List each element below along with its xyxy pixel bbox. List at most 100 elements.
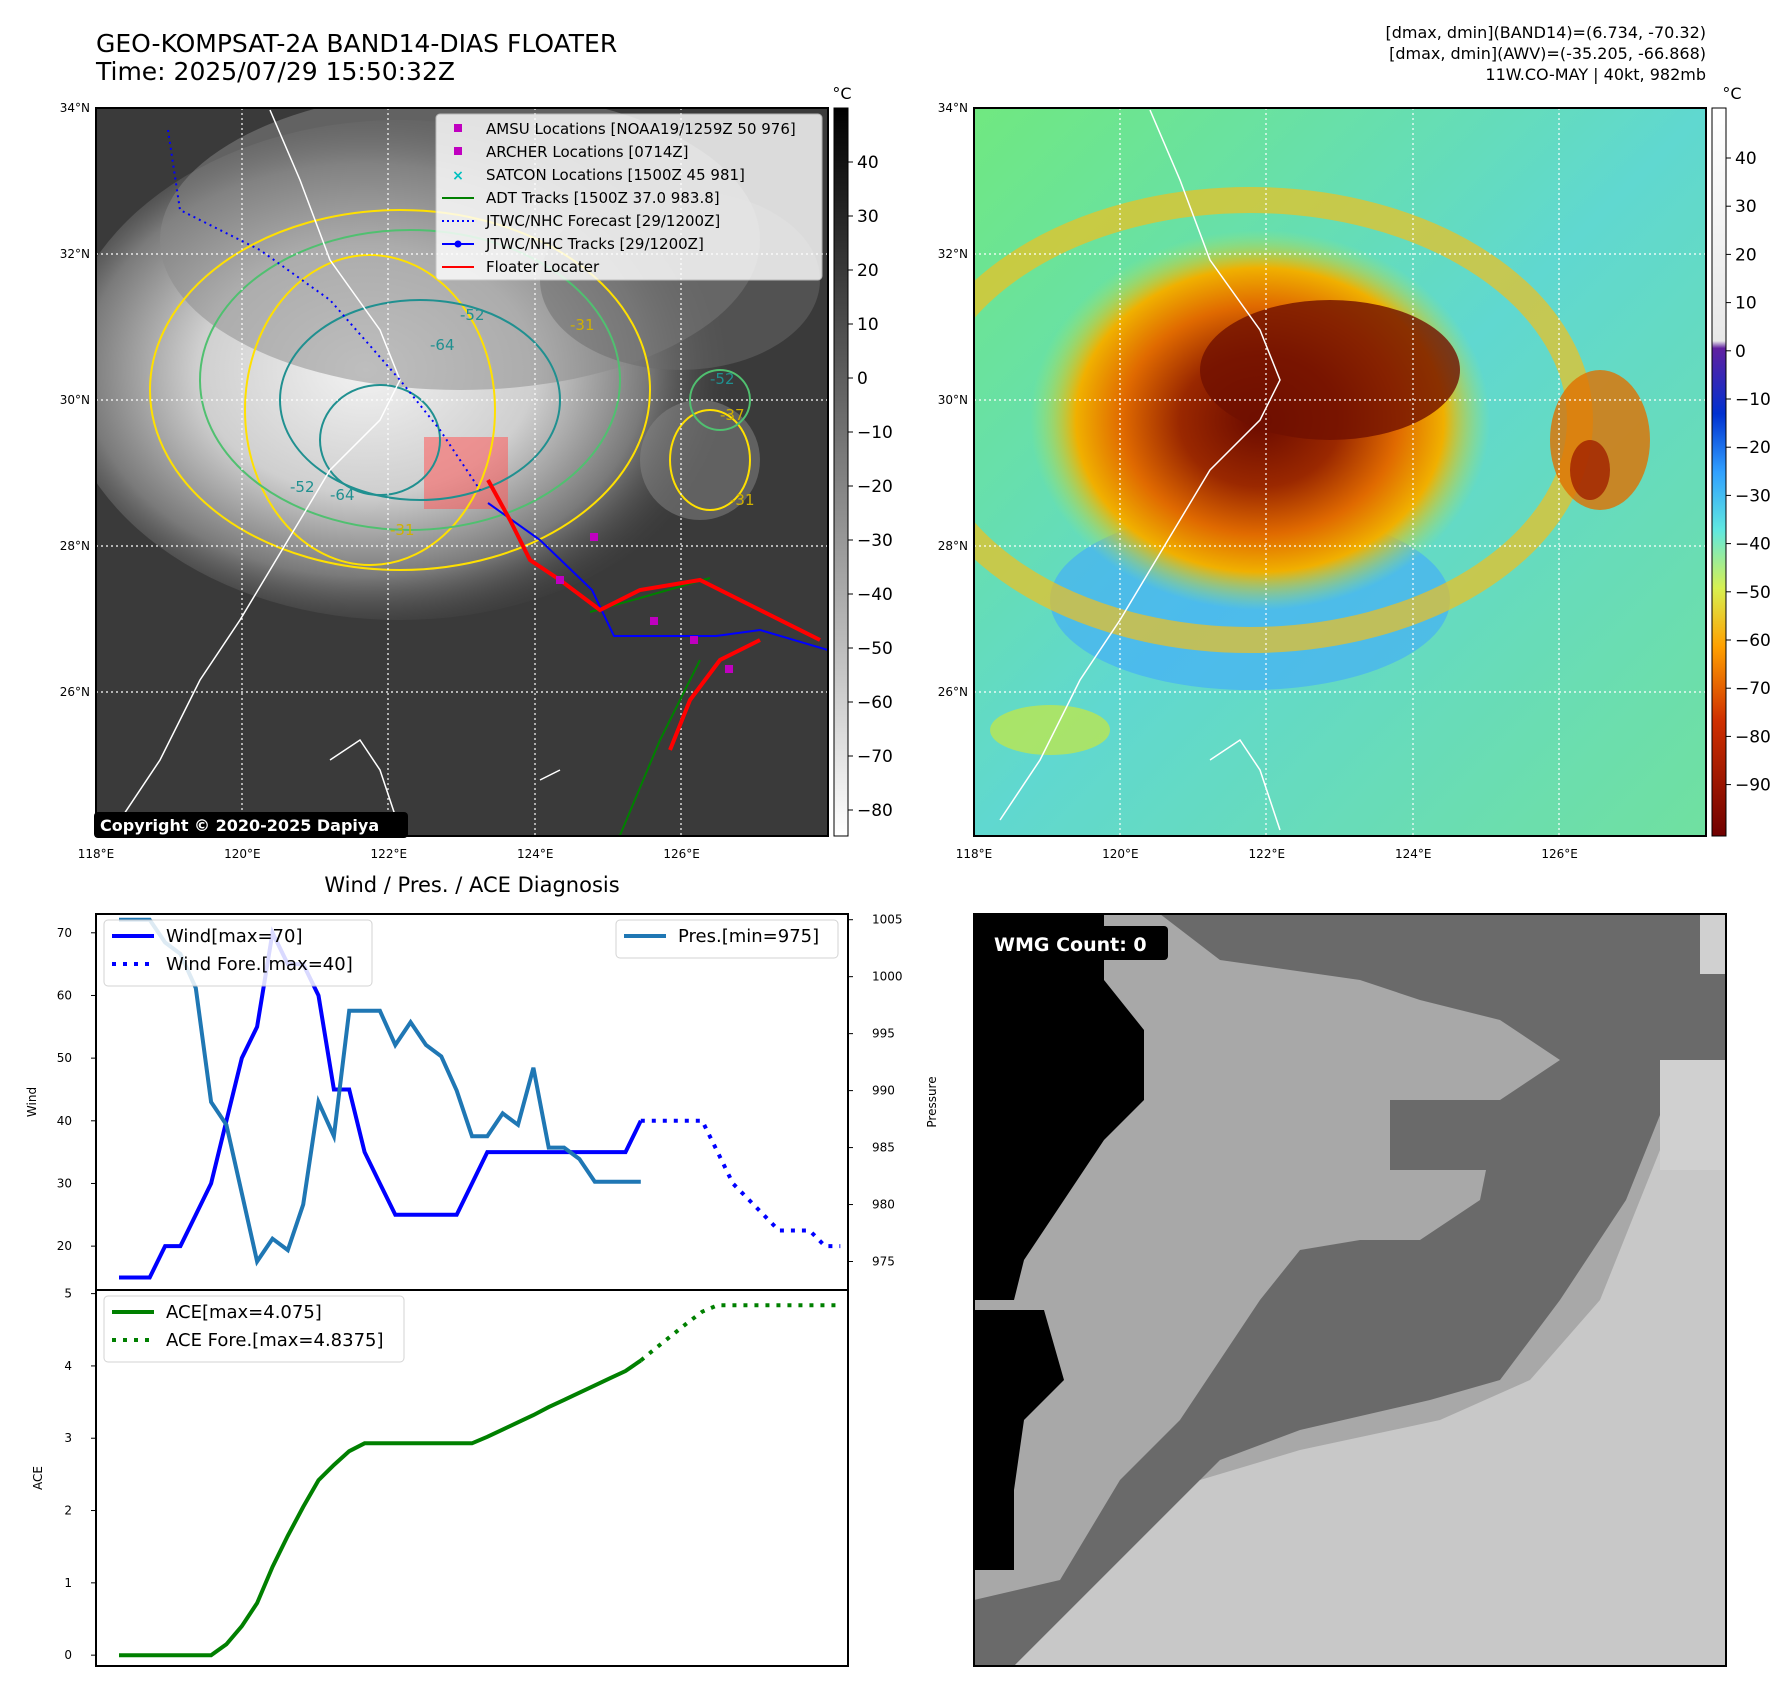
ir-contour-label-group: -31 -52 -64 -52 -64 -31 -52 -37 -31 <box>290 306 755 539</box>
lon-label: 122°E <box>1249 847 1286 861</box>
ir-contour-green <box>199 229 621 531</box>
copyright-text: Copyright © 2020-2025 Dapiya <box>100 816 379 835</box>
copyright-badge <box>94 812 408 838</box>
wv-colorbar <box>1711 107 1727 837</box>
wind-legend: Wind[max=70] Wind Fore.[max=40] <box>103 919 373 987</box>
ir-contour-teal <box>279 299 561 501</box>
ir-colorbar-ticks: 40 30 20 10 0 −10 −20 −30 −40 −50 −60 −70 −80 <box>848 153 893 821</box>
y-tick-label: 3 <box>64 1431 72 1445</box>
contour-label: -64 <box>430 336 455 354</box>
pressure-ylabel: Pressure <box>925 1076 939 1127</box>
colorbar-tick-label: −70 <box>1735 679 1771 699</box>
legend-label: JTWC/NHC Tracks [29/1200Z] <box>485 235 704 253</box>
colorbar-tick-label: 10 <box>1735 294 1757 314</box>
pressure-legend: Pres.[min=975] <box>615 919 839 959</box>
y2-tick-label: 995 <box>872 1027 895 1041</box>
lon-label: 120°E <box>1102 847 1139 861</box>
wmg-panel: WMG Count: 0 <box>973 913 1727 1667</box>
colorbar-tick-label: 40 <box>857 153 879 173</box>
colorbar-tick-label: −20 <box>1735 438 1771 458</box>
legend-entry: Wind Fore.[max=40] <box>112 954 353 975</box>
ir-lat-labels: 34°N 32°N 30°N 28°N 26°N <box>60 101 90 699</box>
wv-frame <box>973 107 1707 837</box>
legend-label: Pres.[min=975] <box>678 926 819 947</box>
ir-colorbar-unit: °C <box>832 84 851 103</box>
legend-entry: AMSU Locations [NOAA19/1259Z 50 976] <box>454 120 796 138</box>
lat-label: 34°N <box>60 101 90 115</box>
info-line-3: 11W.CO-MAY | 40kt, 982mb <box>1485 65 1706 84</box>
lat-label: 32°N <box>938 247 968 261</box>
series-line <box>640 1118 841 1249</box>
legend-box <box>103 919 373 987</box>
colorbar-tick-label: −50 <box>857 639 893 659</box>
lat-label: 26°N <box>60 685 90 699</box>
ir-colorbar <box>833 107 849 837</box>
info-line-2: [dmax, dmin](AWV)=(-35.205, -66.868) <box>1389 44 1706 63</box>
contour-label: -31 <box>390 521 415 539</box>
colorbar-tick-label: −40 <box>857 585 893 605</box>
lon-label: 118°E <box>78 847 115 861</box>
ace-ylabel: ACE <box>31 1466 45 1490</box>
legend-label: Wind[max=70] <box>166 926 303 947</box>
figure-time: Time: 2025/07/29 15:50:32Z <box>95 57 455 86</box>
lat-label: 30°N <box>60 393 90 407</box>
floater-track <box>486 479 821 751</box>
y2-tick-label: 990 <box>872 1084 895 1098</box>
colorbar-tick-label: 0 <box>1735 342 1746 362</box>
series-line <box>119 1358 642 1658</box>
legend-entry: ACE[max=4.075] <box>112 1302 322 1323</box>
legend-entry: JTWC/NHC Forecast [29/1200Z] <box>442 212 720 230</box>
lat-label: 28°N <box>60 539 90 553</box>
series-line <box>119 926 643 1280</box>
lat-label: 28°N <box>938 539 968 553</box>
wmg-black-region <box>974 914 1144 1300</box>
y-tick-label: 4 <box>64 1359 72 1373</box>
legend-label: AMSU Locations [NOAA19/1259Z 50 976] <box>486 120 796 138</box>
wv-lat-labels: 34°N 32°N 30°N 28°N 26°N <box>938 101 968 699</box>
wind-ylabel: Wind <box>25 1087 39 1117</box>
contour-label: -52 <box>290 478 315 496</box>
wv-colorbar-unit: °C <box>1722 84 1741 103</box>
legend-marker <box>454 124 462 132</box>
wmg-frame <box>973 913 1727 1667</box>
colorbar-tick-label: −90 <box>1735 776 1771 796</box>
colorbar-tick-label: −80 <box>1735 727 1771 747</box>
lon-label: 120°E <box>224 847 261 861</box>
colorbar-tick-label: 20 <box>857 261 879 281</box>
y-tick-label: 1 <box>64 1576 72 1590</box>
legend-label: ACE Fore.[max=4.8375] <box>166 1330 384 1351</box>
colorbar-tick-label: −60 <box>857 693 893 713</box>
y-tick-label: 5 <box>64 1287 72 1301</box>
y-tick-label: 2 <box>64 1504 72 1518</box>
ir-panel: -31 -52 -64 -52 -64 -31 -52 -37 -31 AMSU… <box>60 84 893 861</box>
lat-label: 34°N <box>938 101 968 115</box>
legend-label: JTWC/NHC Forecast [29/1200Z] <box>485 212 720 230</box>
legend-entry: × SATCON Locations [1500Z 45 981] <box>452 166 745 184</box>
wv-colorbar-ticks: 40 30 20 10 0 −10 −20 −30 −40 −50 −60 −70 −80 −90 <box>1726 149 1771 796</box>
colorbar-tick-label: −20 <box>857 477 893 497</box>
y2-tick-label: 980 <box>872 1198 895 1212</box>
legend-entry: Wind[max=70] <box>112 926 303 947</box>
lat-label: 32°N <box>60 247 90 261</box>
colorbar-tick-label: −10 <box>1735 390 1771 410</box>
legend-box <box>615 919 839 959</box>
ace-yticks: 0 1 2 3 4 5 <box>64 1287 96 1662</box>
legend-marker-dot <box>454 240 462 248</box>
y2-tick-label: 985 <box>872 1141 895 1155</box>
ir-lon-labels: 118°E 120°E 122°E 124°E 126°E <box>78 847 700 861</box>
jtwc-forecast-track <box>167 129 481 491</box>
colorbar-tick-label: −70 <box>857 747 893 767</box>
y-tick-label: 70 <box>57 926 72 940</box>
wmg-lightgray-region <box>1014 1060 1726 1666</box>
diagnosis-title: Wind / Pres. / ACE Diagnosis <box>324 873 619 897</box>
figure-title: GEO-KOMPSAT-2A BAND14-DIAS FLOATER <box>96 29 617 58</box>
contour-label: -52 <box>710 370 735 388</box>
jtwc-track <box>487 502 828 651</box>
amsu-markers <box>556 533 733 673</box>
ir-floater-box <box>424 437 508 509</box>
ir-contour-yellow <box>244 254 496 566</box>
legend-label: Floater Locater <box>486 258 600 276</box>
colorbar-tick-label: 20 <box>1735 245 1757 265</box>
ir-coastline <box>119 109 401 821</box>
y2-tick-label: 1005 <box>872 913 903 927</box>
